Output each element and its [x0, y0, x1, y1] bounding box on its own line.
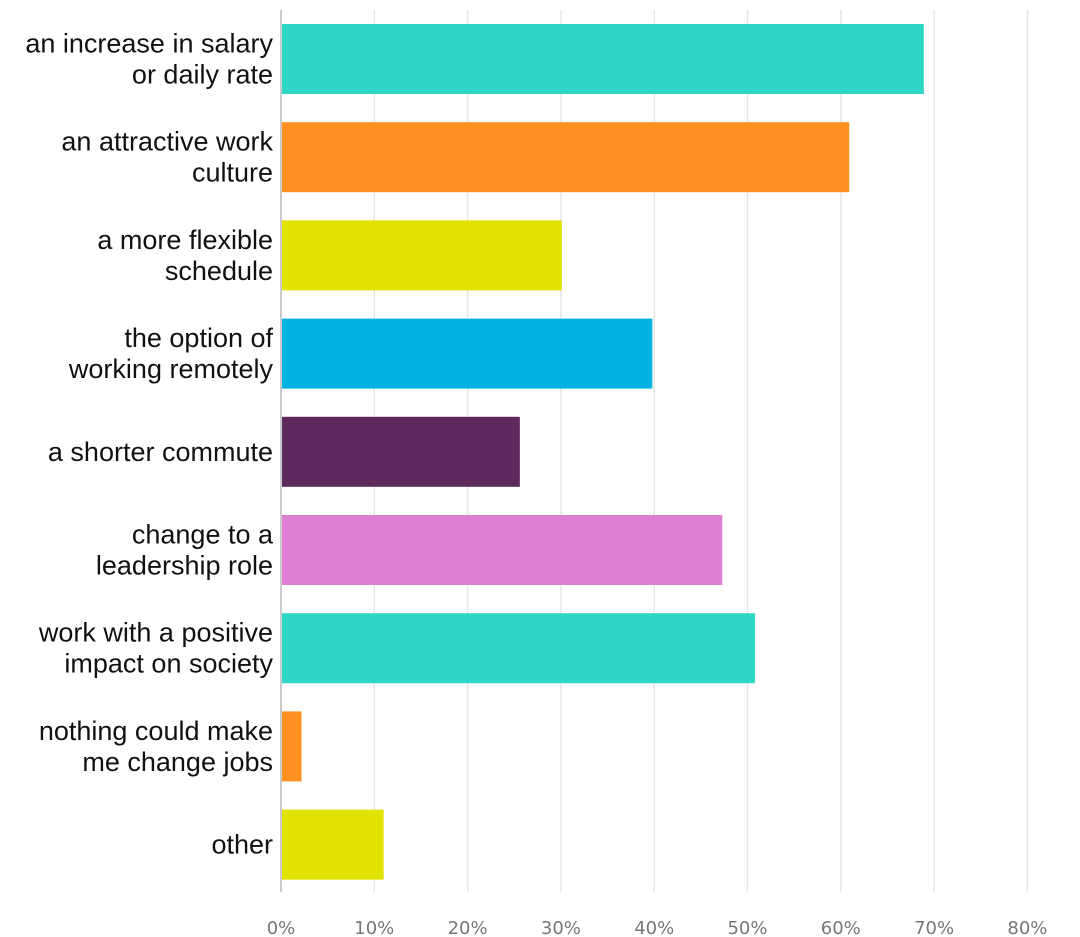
category-label: a shorter commute: [48, 437, 273, 467]
x-tick-label: 0%: [267, 918, 296, 937]
bar-4[interactable]: [282, 318, 653, 389]
category-label: an increase in salary or daily rate: [25, 29, 273, 90]
category-label-line: work with a positive: [38, 618, 273, 648]
bar-9[interactable]: [282, 809, 384, 880]
bars: [282, 24, 924, 880]
x-tick-label: 80%: [1007, 918, 1047, 937]
bar-3[interactable]: [282, 220, 562, 291]
category-label-line: me change jobs: [82, 747, 273, 777]
category-label-line: culture: [192, 158, 273, 188]
category-label: an attractive work culture: [61, 127, 273, 188]
bar-7[interactable]: [282, 613, 755, 684]
category-label: work with a positive impact on society: [38, 618, 274, 679]
category-label-line: other: [211, 830, 273, 860]
bar-6[interactable]: [282, 515, 723, 585]
category-label: other: [211, 830, 273, 860]
category-label-line: an increase in salary: [25, 29, 273, 59]
x-tick-labels: 0% 10% 20% 30% 40% 50% 60% 70% 80%: [267, 918, 1048, 937]
bar-8[interactable]: [282, 711, 302, 782]
category-label-line: schedule: [165, 256, 273, 286]
category-label-line: change to a: [132, 520, 274, 550]
x-tick-label: 40%: [634, 918, 674, 937]
x-tick-label: 20%: [448, 918, 488, 937]
x-tick-label: 60%: [821, 918, 861, 937]
category-label: change to a leadership role: [96, 520, 274, 581]
category-label-line: a shorter commute: [48, 437, 273, 467]
category-label-line: working remotely: [68, 354, 274, 384]
category-label: a more flexible schedule: [97, 225, 273, 286]
category-label: the option of working remotely: [68, 323, 274, 384]
x-tick-label: 50%: [727, 918, 767, 937]
category-label: nothing could make me change jobs: [39, 716, 273, 777]
category-label-line: a more flexible: [97, 225, 273, 255]
category-labels: an increase in salary or daily rate an att…: [25, 29, 274, 860]
category-label-line: the option of: [124, 323, 273, 353]
x-tick-label: 70%: [914, 918, 954, 937]
bar-2[interactable]: [282, 122, 850, 193]
category-label-line: nothing could make: [39, 716, 273, 746]
x-tick-label: 30%: [541, 918, 581, 937]
category-label-line: or daily rate: [132, 60, 273, 90]
bar-5[interactable]: [282, 416, 520, 487]
category-label-line: an attractive work: [61, 127, 273, 157]
category-label-line: leadership role: [96, 551, 273, 581]
bar-1[interactable]: [282, 24, 924, 94]
x-tick-label: 10%: [354, 918, 394, 937]
category-label-line: impact on society: [64, 649, 273, 679]
